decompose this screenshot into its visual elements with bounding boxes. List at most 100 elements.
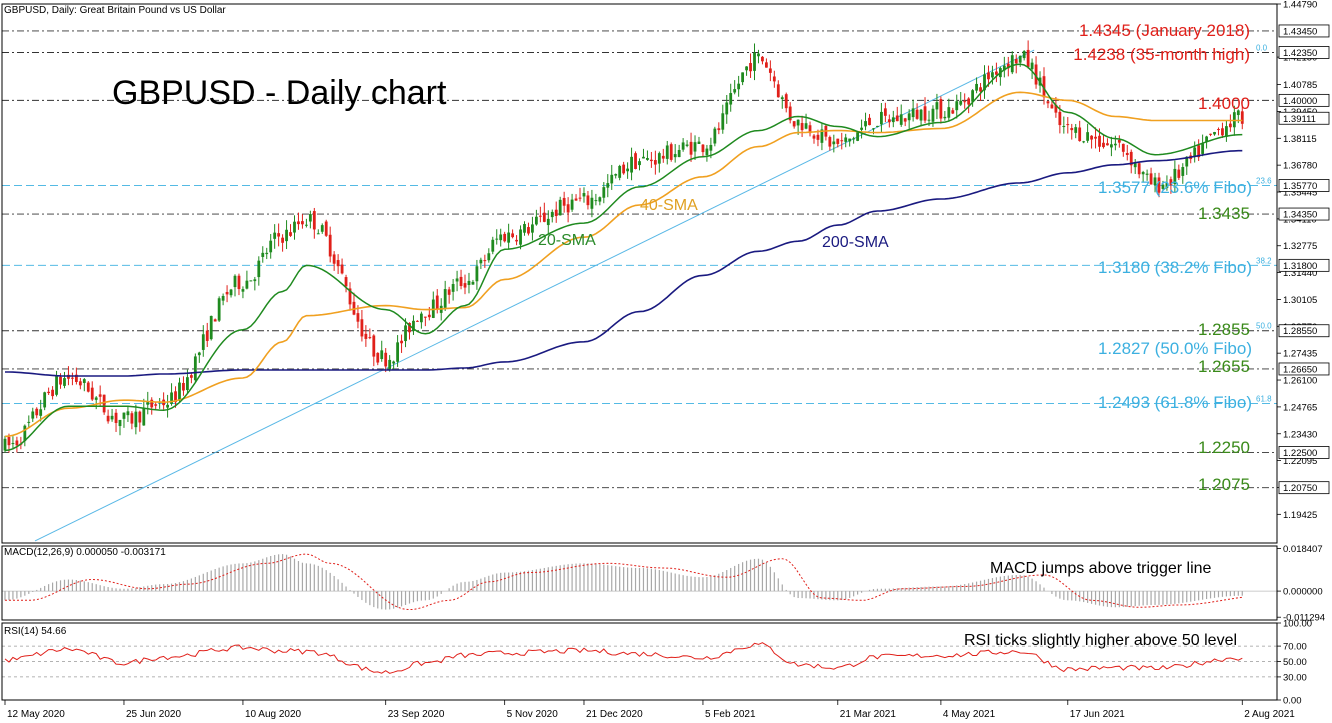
candle-body (126, 411, 130, 416)
candle-body (332, 254, 336, 264)
candle-body (903, 118, 907, 122)
level-label: 1.2250 (1198, 438, 1250, 457)
candle-body (154, 404, 158, 406)
candle-body (1086, 132, 1090, 141)
candle-body (947, 107, 951, 118)
rsi-annotation: RSI ticks slightly higher above 50 level (964, 632, 1237, 649)
x-tick-label: 25 Jun 2020 (126, 709, 181, 720)
candle-body (677, 149, 681, 158)
level-tick-box (1278, 46, 1330, 59)
candle-body (808, 125, 812, 134)
candle-body (27, 421, 31, 423)
level-tick-box (1278, 207, 1330, 221)
level-tick-label: 1.31800 (1283, 261, 1317, 272)
axes-layer: 1.447901.421501.407851.394501.381151.367… (4, 0, 1330, 720)
candle-body (649, 159, 653, 162)
candle-body (562, 197, 566, 206)
candle-body (146, 401, 150, 405)
candle-body (1026, 49, 1030, 67)
candle-body (1125, 152, 1129, 156)
candle-body (364, 333, 368, 339)
candle-body (729, 93, 733, 105)
candle-body (570, 199, 574, 210)
candle-body (269, 240, 273, 253)
candle-body (316, 233, 320, 235)
candle-body (527, 227, 530, 234)
candle-body (788, 106, 792, 121)
candle-body (1209, 133, 1212, 135)
candle-body (511, 233, 514, 238)
candle-body (1058, 111, 1062, 126)
level-label: 1.4238 (35-month high) (1073, 45, 1250, 64)
candle-body (614, 174, 618, 176)
candle-body (820, 129, 824, 143)
candle-body (689, 141, 693, 155)
candle-body (285, 229, 288, 242)
candle-body (1137, 163, 1141, 175)
candle-body (534, 216, 538, 225)
candle-body (197, 352, 201, 356)
candle-body (566, 204, 570, 213)
candle-body (134, 411, 138, 428)
level-label: 1.4345 (January 2018) (1079, 21, 1250, 40)
candle-body (1022, 51, 1026, 59)
rsi-line (4, 642, 1243, 674)
candles-layer (3, 40, 1244, 453)
candle-body (939, 99, 943, 119)
candle-body (1070, 128, 1074, 131)
candle-body (531, 224, 534, 233)
candle-body (35, 408, 39, 416)
y-tick-label: 1.44790 (1283, 0, 1317, 11)
x-tick-label: 4 May 2021 (943, 709, 996, 720)
candle-body (959, 100, 963, 105)
candle-body (780, 97, 784, 100)
candle-body (860, 127, 863, 130)
candle-body (919, 109, 923, 121)
candle-body (237, 275, 241, 290)
candle-body (733, 89, 737, 93)
candle-body (186, 377, 189, 391)
candle-body (618, 165, 622, 178)
candle-body (1121, 143, 1125, 152)
sma-40-line (4, 91, 1243, 438)
candle-body (768, 68, 772, 73)
candle-body (923, 106, 927, 121)
candle-body (213, 319, 217, 322)
fibo-tag: 50.0 (1256, 322, 1272, 331)
macd-y-tick-label: 0.018407 (1283, 544, 1323, 555)
candle-body (1153, 177, 1157, 186)
rsi-y-tick-label: 100.00 (1283, 619, 1312, 630)
candle-body (380, 350, 384, 359)
candle-body (1213, 132, 1216, 135)
candle-body (987, 72, 990, 80)
level-label: 1.2655 (1198, 357, 1250, 376)
candle-body (646, 158, 649, 160)
candle-body (63, 378, 66, 386)
candle-body (130, 413, 134, 424)
candle-body (1217, 129, 1220, 131)
candle-body (447, 289, 451, 295)
level-tick-label: 1.22500 (1283, 448, 1317, 459)
level-label: 1.2827 (50.0% Fibo) (1098, 339, 1252, 358)
candle-body (388, 359, 392, 370)
candle-body (887, 119, 891, 123)
candle-body (1090, 135, 1093, 140)
candle-body (11, 443, 15, 445)
candle-body (622, 164, 626, 174)
candle-body (253, 279, 257, 282)
candle-body (995, 71, 998, 75)
panel-frame (1, 3, 1278, 544)
candle-body (574, 198, 578, 201)
candle-body (1205, 136, 1208, 142)
sma-20-line (4, 63, 1243, 452)
level-tick-box (1278, 481, 1330, 495)
macd-y-tick-label: 0.000000 (1283, 587, 1323, 598)
candle-body (927, 119, 931, 121)
candle-body (594, 200, 598, 202)
level-tick-label: 1.26650 (1283, 364, 1317, 375)
panel-frame (1, 545, 1278, 621)
candle-body (610, 174, 614, 184)
y-tick-label: 1.31440 (1283, 268, 1317, 279)
candle-body (289, 232, 292, 236)
y-tick-label: 1.27435 (1283, 349, 1317, 360)
